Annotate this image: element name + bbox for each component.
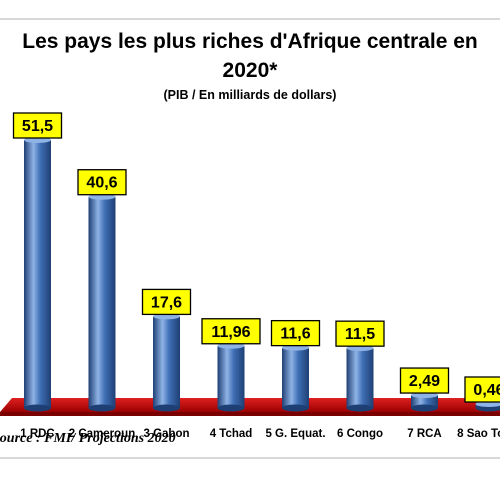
bar-2 (88, 193, 116, 412)
category-label: 4 Tchad (210, 428, 253, 440)
chart-floor-edge (0, 412, 500, 416)
data-label: 40,6 (86, 175, 117, 192)
bar-body (217, 345, 245, 408)
bar-base (24, 404, 51, 412)
category-label: 3 Gabon (143, 428, 189, 440)
bar-7 (411, 392, 438, 412)
data-label: 51,5 (22, 118, 53, 135)
chart-source: Source : FMI/ Projections 2020 (0, 431, 176, 446)
data-label: 11,6 (280, 326, 310, 343)
bar-body (24, 140, 51, 408)
data-label-box (270, 319, 321, 347)
category-label: 1 RDC (20, 428, 55, 440)
bar-body (88, 196, 116, 408)
data-label: 11,5 (345, 326, 375, 343)
bar-base (153, 404, 180, 412)
bar-6 (346, 345, 374, 412)
data-label: 2,49 (409, 373, 440, 390)
chart-subtitle: (PIB / En milliards de dollars) (163, 88, 337, 102)
bar-base (282, 404, 309, 412)
data-label-box (77, 169, 127, 196)
data-label: 11,96 (211, 324, 250, 341)
chart-floor (0, 398, 500, 412)
data-label: 17,6 (151, 294, 182, 311)
bar-5 (282, 344, 309, 412)
chart-title-line-2: 2020* (222, 59, 278, 82)
bar-body (282, 347, 309, 408)
bar-body (153, 316, 180, 408)
bar-1 (24, 137, 51, 412)
category-label: 7 RCA (407, 428, 442, 440)
category-label: 8 Sao Tome (457, 428, 500, 440)
data-label: 0,46 (473, 382, 500, 399)
bar-4 (217, 342, 245, 412)
category-label: 5 G. Equat. (265, 428, 325, 440)
bar-base (346, 404, 374, 412)
data-label-box (12, 112, 63, 139)
bar-base (88, 404, 116, 412)
bar-base (217, 404, 245, 412)
data-label-box (335, 320, 385, 347)
data-label-box (201, 318, 261, 345)
data-label-box (399, 367, 450, 394)
chart-title-line-1: Les pays les plus riches d'Afrique centr… (22, 30, 478, 53)
bar-body (411, 395, 438, 408)
bar-base (411, 404, 438, 412)
bar-body (346, 348, 374, 408)
category-label: 2 Cameroun (69, 428, 135, 440)
bar-3 (153, 313, 180, 412)
category-label: 6 Congo (337, 428, 383, 440)
data-label-box (141, 288, 192, 316)
data-label-box (464, 376, 500, 403)
